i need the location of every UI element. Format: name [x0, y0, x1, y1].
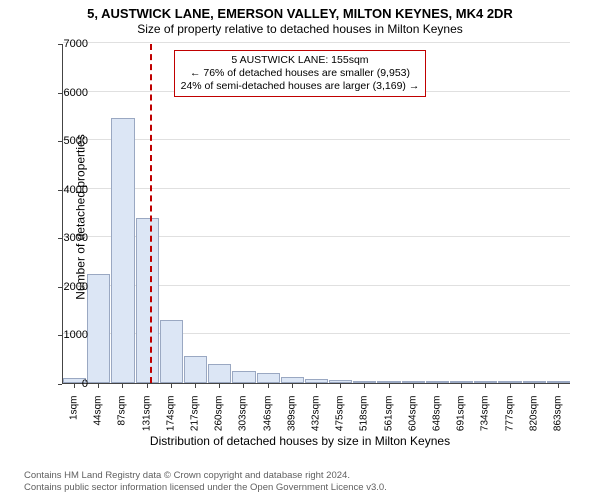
x-tick-mark: [485, 384, 486, 388]
footer-line-2: Contains public sector information licen…: [24, 482, 387, 494]
histogram-bar: [160, 320, 183, 383]
histogram-bar: [281, 377, 304, 383]
x-tick-mark: [268, 384, 269, 388]
histogram-bar: [474, 381, 497, 383]
y-tick-mark: [58, 287, 62, 288]
y-tick-mark: [58, 190, 62, 191]
annotation-line: 5 AUSTWICK LANE: 155sqm: [181, 54, 420, 67]
chart-container: 5, AUSTWICK LANE, EMERSON VALLEY, MILTON…: [0, 0, 600, 500]
x-tick-mark: [74, 384, 75, 388]
histogram-bar: [136, 218, 159, 383]
histogram-bar: [377, 381, 400, 383]
histogram-bar: [232, 371, 255, 383]
x-axis-label: Distribution of detached houses by size …: [0, 434, 600, 448]
y-tick-mark: [58, 335, 62, 336]
x-tick-mark: [510, 384, 511, 388]
x-tick-mark: [413, 384, 414, 388]
x-tick-mark: [461, 384, 462, 388]
histogram-bar: [184, 356, 207, 383]
histogram-bar: [450, 381, 473, 383]
x-tick-mark: [122, 384, 123, 388]
x-tick-mark: [98, 384, 99, 388]
histogram-bar: [547, 381, 570, 383]
y-tick-mark: [58, 141, 62, 142]
histogram-bar: [402, 381, 425, 383]
annotation-line: 24% of semi-detached houses are larger (…: [181, 80, 420, 93]
y-tick-mark: [58, 238, 62, 239]
x-tick-mark: [292, 384, 293, 388]
histogram-bar: [208, 364, 231, 383]
x-tick-mark: [171, 384, 172, 388]
x-tick-mark: [340, 384, 341, 388]
x-tick-mark: [147, 384, 148, 388]
histogram-bar: [87, 274, 110, 383]
histogram-bar: [111, 118, 134, 383]
histogram-bar: [257, 373, 280, 383]
x-tick-mark: [219, 384, 220, 388]
y-tick-mark: [58, 93, 62, 94]
x-tick-mark: [195, 384, 196, 388]
histogram-bar: [305, 379, 328, 383]
chart-title: 5, AUSTWICK LANE, EMERSON VALLEY, MILTON…: [0, 0, 600, 21]
plot-area: 5 AUSTWICK LANE: 155sqm← 76% of detached…: [62, 44, 570, 384]
histogram-bar: [329, 380, 352, 383]
footer-attribution: Contains HM Land Registry data © Crown c…: [24, 470, 387, 494]
x-tick-mark: [243, 384, 244, 388]
x-tick-mark: [364, 384, 365, 388]
histogram-bar: [426, 381, 449, 383]
gridline: [63, 139, 570, 140]
y-tick-mark: [58, 384, 62, 385]
chart-subtitle: Size of property relative to detached ho…: [0, 21, 600, 36]
footer-line-1: Contains HM Land Registry data © Crown c…: [24, 470, 387, 482]
x-tick-mark: [389, 384, 390, 388]
gridline: [63, 42, 570, 43]
histogram-bar: [498, 381, 521, 383]
histogram-bar: [523, 381, 546, 383]
x-tick-mark: [558, 384, 559, 388]
x-tick-mark: [316, 384, 317, 388]
reference-line: [150, 44, 152, 383]
annotation-callout: 5 AUSTWICK LANE: 155sqm← 76% of detached…: [174, 50, 427, 97]
gridline: [63, 188, 570, 189]
y-tick-mark: [58, 44, 62, 45]
histogram-bar: [353, 381, 376, 383]
x-tick-mark: [437, 384, 438, 388]
annotation-line: ← 76% of detached houses are smaller (9,…: [181, 67, 420, 80]
x-tick-mark: [534, 384, 535, 388]
